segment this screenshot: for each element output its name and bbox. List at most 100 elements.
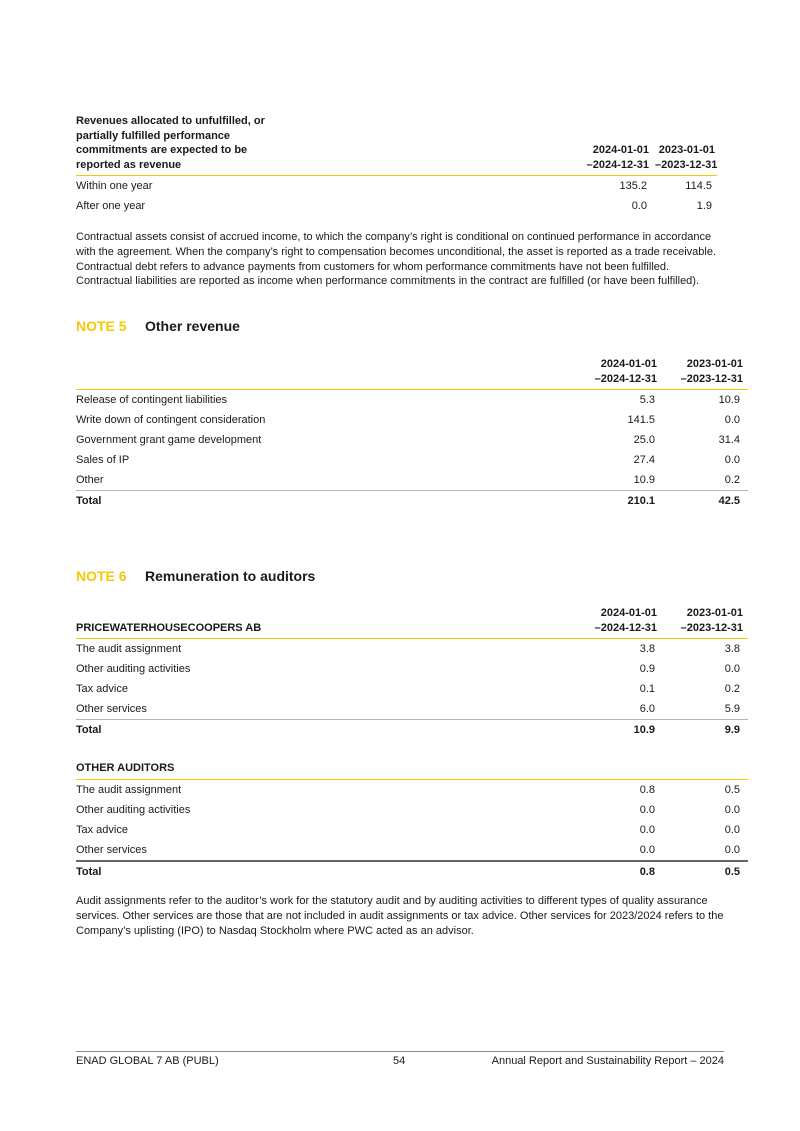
column-header-line: 2024-01-01	[600, 358, 657, 370]
table-row: Write down of contingent consideration 14…	[76, 410, 748, 430]
note-number: NOTE 6	[76, 568, 127, 584]
row-label: Total	[76, 495, 102, 507]
other-revenue-table: 2024-01-01 –2024-12-31 2023-01-01 –2023-12-…	[76, 357, 748, 511]
value-2024: 6.0	[639, 703, 655, 715]
column-header-line: 2024-01-01	[592, 144, 649, 156]
note-title: Remuneration to auditors	[145, 568, 316, 584]
value-2024: 0.0	[631, 200, 647, 212]
table-row: Other services 6.0 5.9	[76, 699, 748, 720]
row-label: Other	[76, 474, 104, 486]
table-row: Other services 0.0 0.0	[76, 840, 748, 861]
value-2024: 0.0	[639, 823, 655, 836]
value-2023: 1.9	[696, 200, 712, 212]
table-title-line: commitments are expected to be	[76, 144, 248, 156]
table-title-line: partially fulfilled performance	[76, 129, 231, 142]
row-label: Total	[76, 724, 102, 736]
row-label: Tax advice	[76, 683, 128, 695]
column-header-2024: 2024-01-01 –2024-12-31	[565, 114, 655, 176]
value-2024: 0.1	[639, 683, 655, 695]
value-2023: 0.2	[724, 474, 740, 486]
column-header-line: –2024-12-31	[594, 621, 657, 634]
page-number: 54	[393, 1055, 406, 1067]
value-2023: 0.0	[724, 414, 740, 426]
table-row: After one year 0.0 1.9	[76, 196, 717, 216]
value-2024: 3.8	[639, 643, 655, 655]
contract-assets-paragraph: Contractual assets consist of accrued in…	[76, 231, 716, 288]
value-2024: 25.0	[633, 434, 655, 446]
row-label: Within one year	[76, 180, 153, 192]
value-2024: 10.9	[633, 724, 655, 736]
table-row: Release of contingent liabilities 5.3 10.9	[76, 390, 748, 411]
table-row: Tax advice 0.1 0.2	[76, 679, 748, 699]
value-2024: 135.2	[619, 180, 647, 192]
value-2024: 0.0	[639, 803, 655, 816]
note6-heading: NOTE 6 Remuneration to auditors	[76, 568, 315, 584]
value-2023: 31.4	[718, 434, 740, 446]
row-label: Other services	[76, 843, 147, 856]
table-title-line: Revenues allocated to unfulfilled, or	[76, 115, 265, 127]
total-row: Total 10.9 9.9	[76, 720, 748, 741]
note-title: Other revenue	[145, 318, 240, 334]
column-header-line: 2023-01-01	[686, 358, 743, 370]
column-header-line: 2024-01-01	[600, 607, 657, 619]
table-row: Sales of IP 27.4 0.0	[76, 450, 748, 470]
value-2023: 3.8	[724, 643, 740, 655]
value-2023: 0.2	[724, 683, 740, 695]
section-heading: PRICEWATERHOUSECOOPERS AB	[76, 621, 262, 634]
table-header-row: Revenues allocated to unfulfilled, or par…	[76, 114, 717, 176]
column-header-2023: 2023-01-01 –2023-12-31	[663, 606, 748, 639]
row-label: Other auditing activities	[76, 803, 191, 816]
value-2023: 5.9	[724, 703, 740, 715]
row-label: Total	[76, 865, 102, 878]
row-label: After one year	[76, 200, 146, 212]
value-2024: 27.4	[633, 454, 655, 466]
row-label: Other auditing activities	[76, 663, 191, 675]
table-header-row: 2024-01-01 –2024-12-31 2023-01-01 –2023-12-…	[76, 357, 748, 390]
column-header-line: –2024-12-31	[594, 372, 657, 385]
column-header-2024: 2024-01-01 –2024-12-31	[573, 606, 663, 639]
row-label: Tax advice	[76, 823, 128, 836]
row-label: Release of contingent liabilities	[76, 394, 228, 406]
value-2023: 0.0	[724, 454, 740, 466]
value-2024: 0.8	[639, 865, 655, 878]
total-row: Total 0.8 0.5	[76, 861, 748, 882]
value-2023: 114.5	[685, 180, 712, 192]
table-header-row: OTHER AUDITORS	[76, 761, 748, 779]
table-row: Other auditing activities 0.9 0.0	[76, 659, 748, 679]
table-row: Government grant game development 25.0 31.…	[76, 430, 748, 450]
value-2024: 0.9	[639, 663, 655, 675]
row-label: Government grant game development	[76, 434, 262, 446]
row-label: Other services	[76, 703, 147, 715]
value-2024: 141.5	[627, 414, 655, 426]
footer-divider	[76, 1051, 724, 1052]
table-row: Other auditing activities 0.0 0.0	[76, 800, 748, 820]
column-header-line: 2023-01-01	[658, 144, 715, 156]
column-header-2024: 2024-01-01 –2024-12-31	[573, 357, 663, 390]
table-row: The audit assignment 0.8 0.5	[76, 779, 748, 800]
remaining-performance-table: Revenues allocated to unfulfilled, or par…	[76, 114, 717, 216]
value-2023: 0.0	[724, 663, 740, 675]
table-title-line: reported as revenue	[76, 158, 182, 171]
note-number: NOTE 5	[76, 318, 127, 334]
column-header-line: –2023-12-31	[680, 621, 743, 634]
value-2024: 5.3	[639, 394, 655, 406]
column-header-line: –2023-12-31	[655, 158, 718, 171]
column-header-2023: 2023-01-01 –2023-12-31	[663, 357, 748, 390]
value-2024: 0.0	[639, 843, 655, 856]
other-auditors-fees-table: OTHER AUDITORS The audit assignment 0.8 0.5…	[76, 761, 748, 882]
column-header-line: –2024-12-31	[586, 158, 649, 171]
total-row: Total 210.1 42.5	[76, 491, 748, 512]
table-row: Other 10.9 0.2	[76, 470, 748, 491]
table-row: Tax advice 0.0 0.0	[76, 820, 748, 840]
table-header-label: Revenues allocated to unfulfilled, or par…	[76, 114, 565, 176]
value-2024: 0.8	[639, 783, 655, 796]
auditors-paragraph: Audit assignments refer to the auditor’s…	[76, 895, 724, 937]
column-header-line: –2023-12-31	[680, 372, 743, 385]
value-2023: 42.5	[718, 495, 740, 507]
column-header-2023: 2023-01-01 –2023-12-31	[655, 114, 717, 176]
footer-report-title: Annual Report and Sustainability Report …	[491, 1055, 724, 1067]
table-row: Within one year 135.2 114.5	[76, 176, 717, 197]
section-heading: OTHER AUDITORS	[76, 762, 175, 774]
row-label: Sales of IP	[76, 454, 130, 466]
